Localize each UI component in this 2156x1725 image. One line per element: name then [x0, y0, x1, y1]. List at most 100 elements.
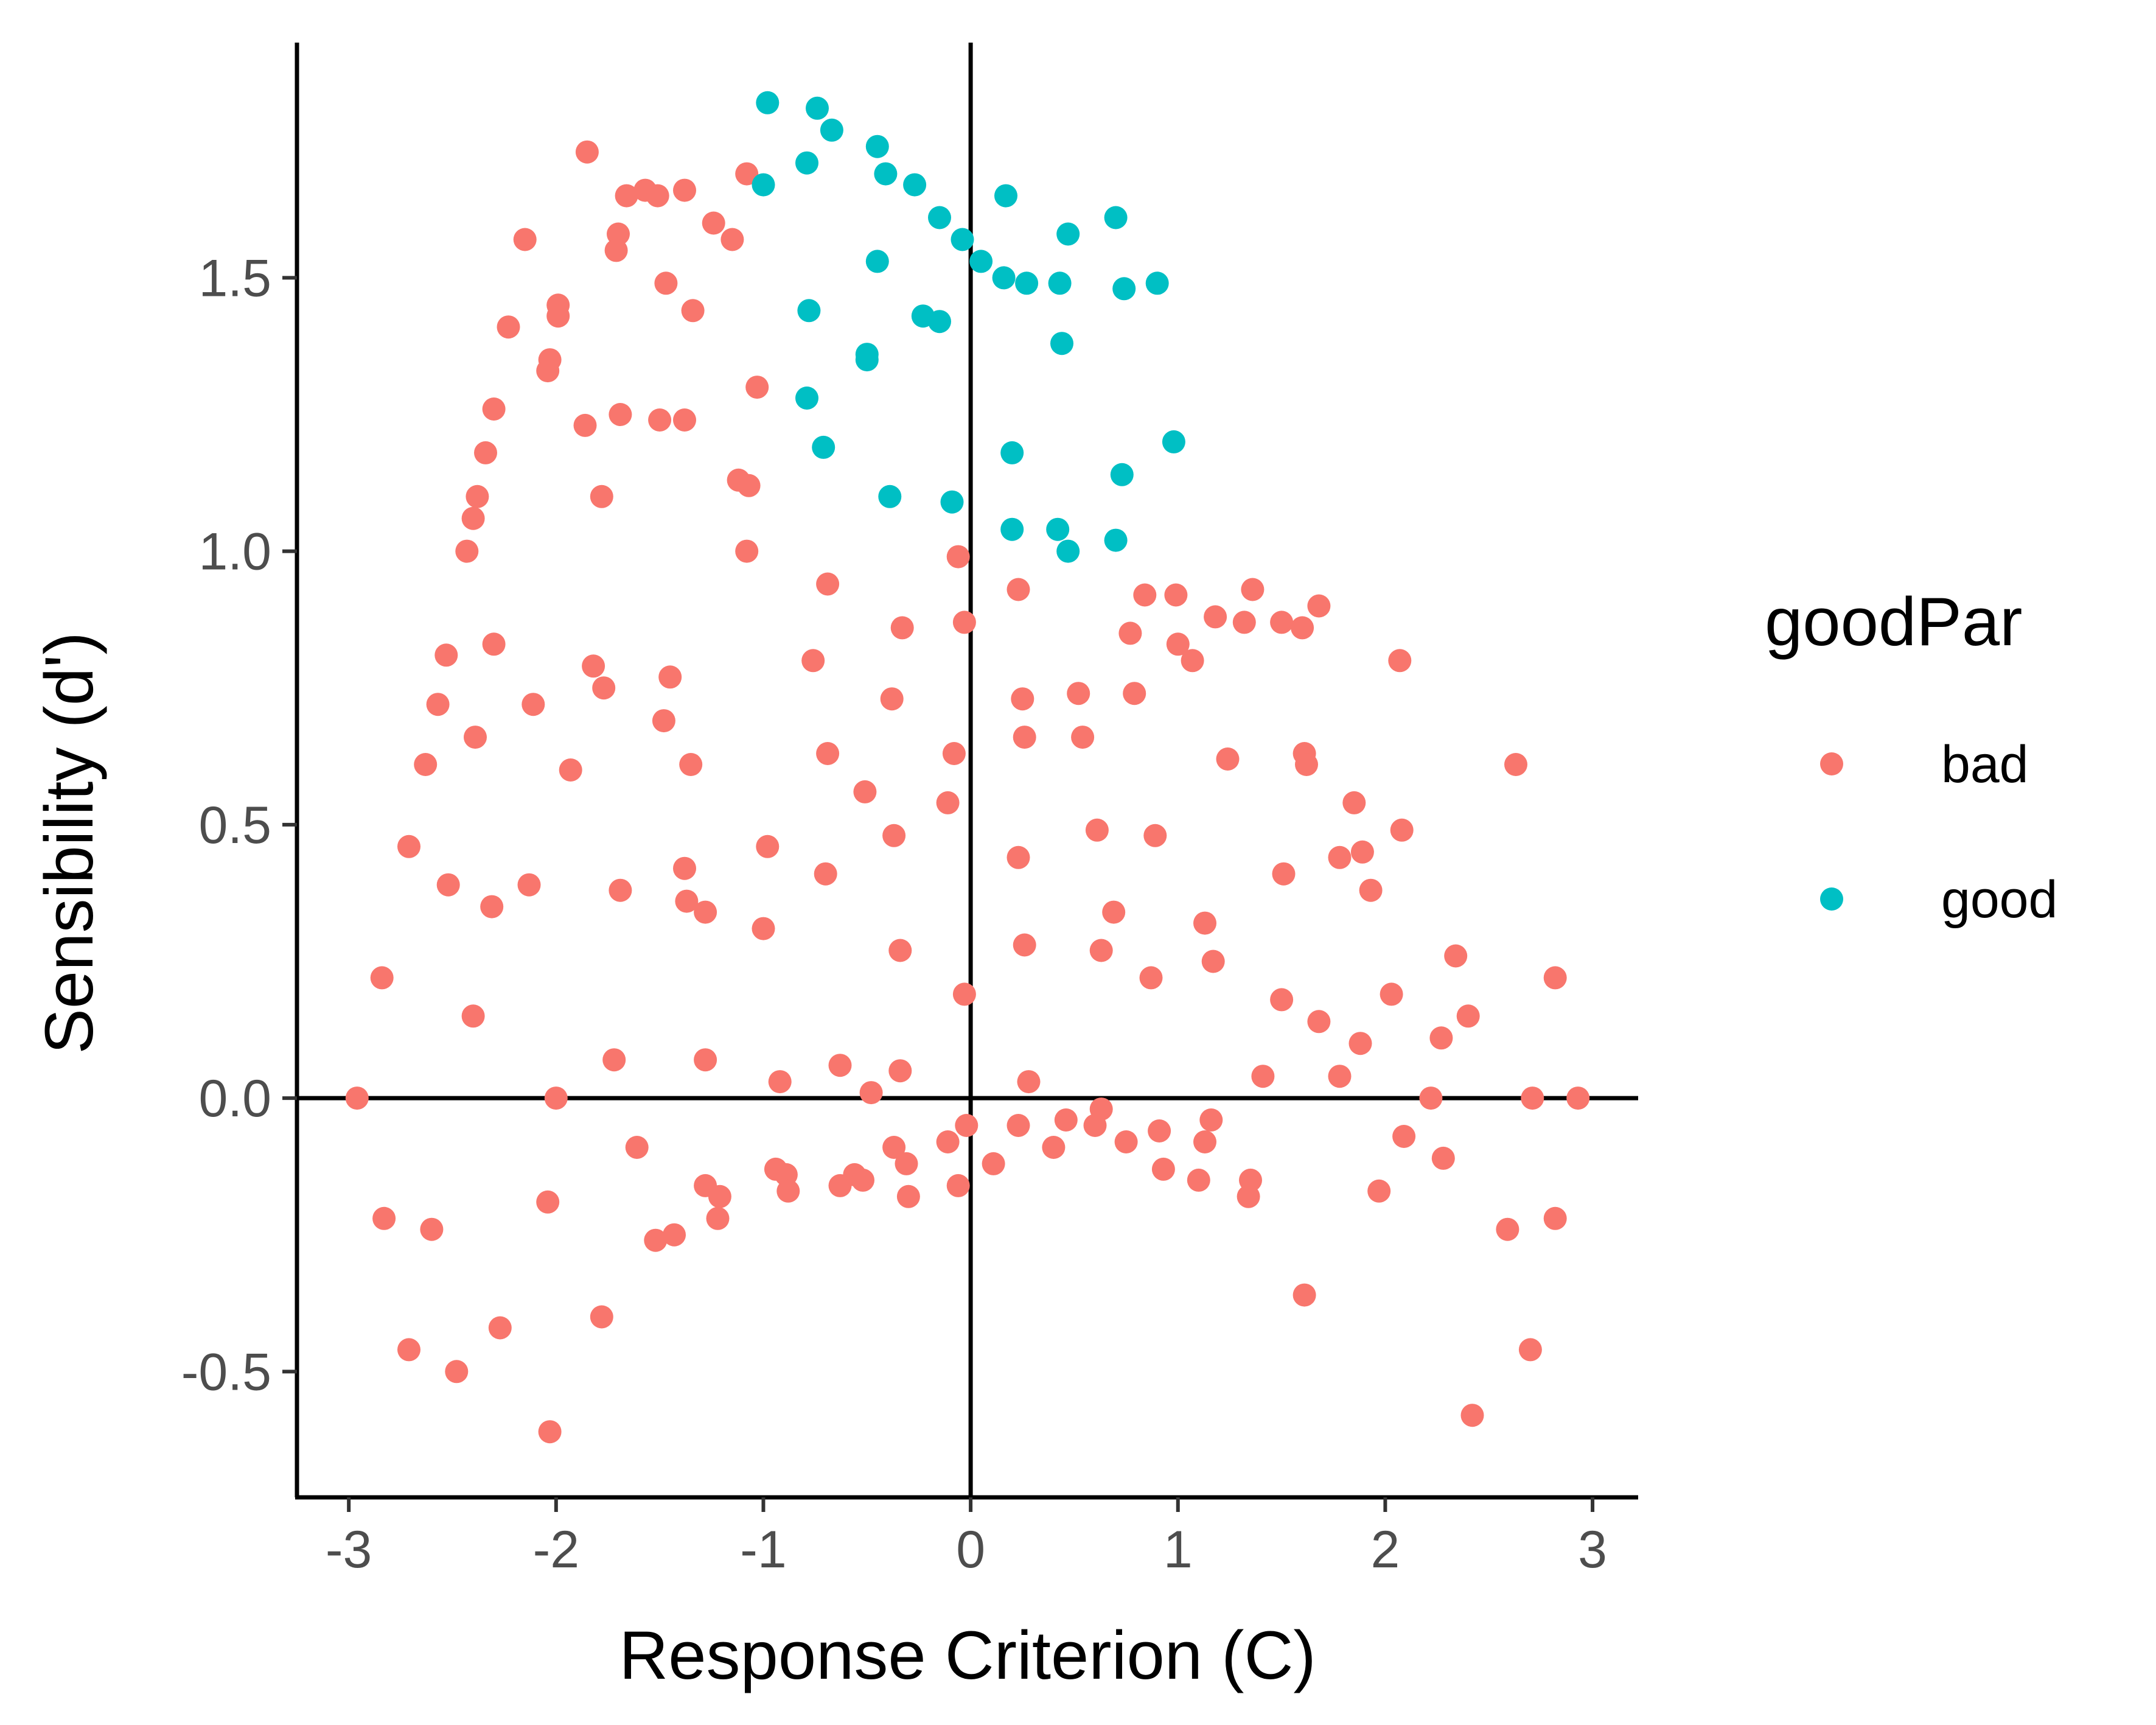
point-bad-74: [853, 780, 877, 803]
point-good-9: [994, 184, 1017, 208]
point-bad-81: [1143, 824, 1167, 847]
x-tick-label: 1: [1163, 1520, 1193, 1579]
point-good-25: [1050, 332, 1073, 355]
point-bad-60: [522, 693, 545, 716]
point-bad-108: [1270, 988, 1294, 1012]
point-bad-42: [1307, 594, 1331, 618]
point-good-26: [795, 387, 818, 410]
point-bad-52: [801, 649, 825, 673]
point-bad-161: [536, 1190, 560, 1214]
point-bad-72: [679, 753, 703, 776]
point-bad-23: [673, 408, 696, 432]
point-bad-107: [1543, 966, 1567, 990]
point-bad-124: [544, 1086, 568, 1110]
point-bad-95: [694, 900, 717, 924]
point-bad-38: [1204, 605, 1227, 629]
y-axis-title: Sensibility (d'): [31, 632, 107, 1054]
point-bad-128: [1566, 1086, 1590, 1110]
point-good-36: [1056, 539, 1080, 563]
point-bad-35: [1133, 583, 1157, 607]
point-bad-33: [816, 572, 840, 596]
point-good-32: [940, 490, 964, 514]
point-bad-176: [1460, 1404, 1484, 1427]
point-bad-172: [397, 1338, 420, 1362]
point-bad-153: [708, 1184, 731, 1208]
point-bad-164: [644, 1228, 668, 1252]
point-bad-136: [936, 1130, 960, 1153]
point-bad-47: [952, 611, 976, 634]
point-good-11: [951, 228, 974, 251]
point-bad-45: [1181, 649, 1204, 673]
point-good-19: [1145, 271, 1169, 295]
legend-entries: bad good: [1820, 735, 2057, 929]
y-tick-label: 1.0: [198, 523, 271, 581]
point-bad-44: [1166, 632, 1190, 656]
point-bad-123: [345, 1086, 369, 1110]
point-bad-8: [604, 239, 628, 262]
point-bad-141: [1089, 1097, 1113, 1121]
point-good-33: [1000, 517, 1024, 541]
point-bad-105: [952, 982, 976, 1006]
point-good-12: [969, 250, 993, 273]
point-bad-61: [652, 709, 675, 733]
point-bad-31: [735, 539, 759, 563]
point-bad-55: [880, 687, 904, 711]
legend-key-bad: [1820, 752, 1843, 775]
point-bad-20: [573, 413, 597, 437]
point-bad-9: [702, 211, 725, 235]
point-bad-41: [1291, 616, 1314, 640]
legend-key-good: [1820, 887, 1843, 911]
point-bad-142: [1148, 1119, 1171, 1142]
point-good-29: [1162, 430, 1185, 453]
point-bad-175: [538, 1420, 562, 1444]
point-bad-94: [675, 889, 699, 913]
point-bad-120: [1017, 1070, 1041, 1094]
series-bad: [345, 140, 1590, 1444]
point-bad-114: [1456, 1004, 1480, 1028]
point-bad-22: [648, 408, 672, 432]
point-bad-46: [890, 616, 914, 640]
point-bad-48: [1388, 649, 1412, 673]
point-bad-144: [1114, 1130, 1138, 1153]
point-bad-3: [615, 184, 638, 208]
series-good: [752, 91, 1185, 563]
point-bad-78: [756, 835, 780, 858]
point-bad-62: [464, 726, 487, 749]
point-bad-50: [482, 632, 506, 656]
point-bad-10: [720, 228, 744, 251]
point-good-0: [756, 91, 780, 114]
point-bad-59: [426, 693, 450, 716]
point-bad-15: [681, 299, 705, 323]
point-bad-75: [936, 791, 960, 814]
point-bad-126: [1419, 1086, 1443, 1110]
point-bad-99: [888, 939, 912, 962]
point-bad-71: [559, 758, 582, 782]
point-bad-27: [737, 474, 761, 497]
point-bad-21: [609, 403, 632, 426]
point-bad-53: [658, 665, 682, 689]
point-bad-79: [882, 824, 906, 847]
point-bad-37: [1241, 578, 1265, 601]
point-bad-171: [488, 1316, 512, 1340]
point-bad-36: [1164, 583, 1188, 607]
point-bad-106: [1139, 966, 1163, 990]
point-good-34: [1046, 517, 1070, 541]
point-bad-84: [1272, 862, 1296, 886]
point-good-13: [1056, 222, 1080, 246]
point-bad-121: [1251, 1065, 1275, 1088]
point-bad-103: [1444, 944, 1468, 968]
point-bad-80: [1085, 818, 1109, 842]
point-bad-148: [1193, 1130, 1216, 1153]
point-bad-1: [673, 178, 696, 202]
point-good-20: [797, 299, 821, 323]
point-bad-34: [1006, 578, 1030, 601]
point-bad-57: [1067, 682, 1090, 705]
y-tick-label: 1.5: [198, 249, 271, 307]
point-bad-86: [1350, 840, 1374, 864]
point-bad-67: [1216, 747, 1240, 771]
x-tick-label: -2: [533, 1520, 579, 1579]
point-good-22: [928, 310, 951, 334]
point-bad-113: [1429, 1026, 1453, 1050]
point-good-1: [806, 96, 829, 120]
point-bad-63: [1013, 726, 1036, 749]
